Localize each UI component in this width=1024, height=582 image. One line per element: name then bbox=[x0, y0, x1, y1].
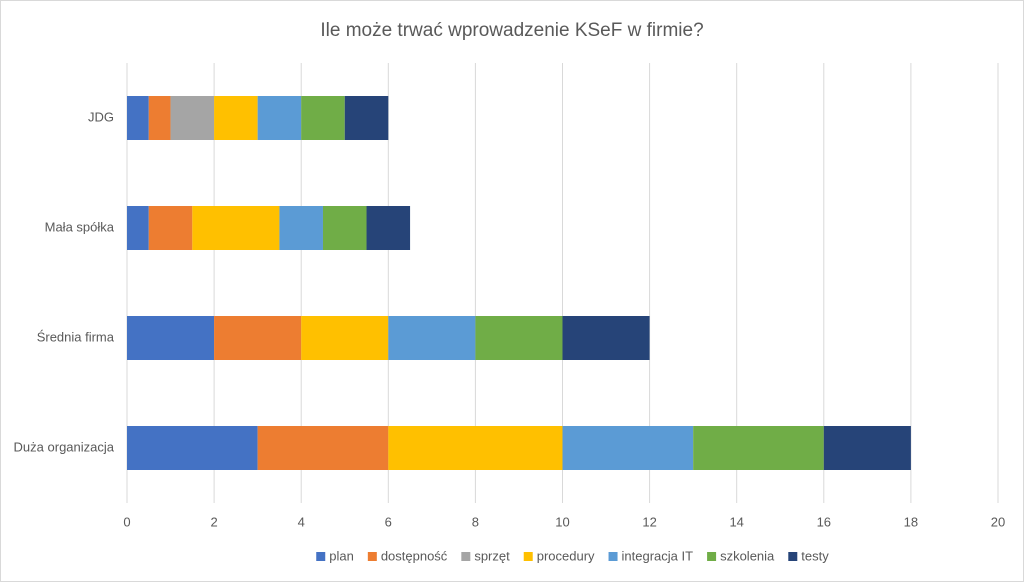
bar-segment bbox=[388, 426, 563, 470]
x-tick-label: 16 bbox=[817, 514, 831, 529]
bar-segment bbox=[301, 96, 345, 140]
bar-segment bbox=[127, 316, 215, 360]
x-tick-label: 8 bbox=[472, 514, 479, 529]
bar-segment bbox=[257, 426, 389, 470]
y-tick-label: Duża organizacja bbox=[14, 439, 115, 454]
bar-segment bbox=[562, 316, 650, 360]
bar-segment bbox=[170, 96, 215, 140]
chart-title: Ile może trwać wprowadzenie KSeF w firmi… bbox=[320, 20, 703, 41]
bar-segment bbox=[148, 96, 171, 140]
x-tick-label: 0 bbox=[123, 514, 130, 529]
bar-segment bbox=[693, 426, 824, 470]
legend-swatch bbox=[461, 552, 471, 561]
x-tick-label: 2 bbox=[210, 514, 217, 529]
x-tick-label: 10 bbox=[555, 514, 569, 529]
bar-segment bbox=[366, 206, 411, 250]
y-tick-label: Mała spółka bbox=[45, 219, 115, 234]
legend-label: szkolenia bbox=[720, 548, 775, 563]
x-tick-label: 14 bbox=[729, 514, 743, 529]
bar-segment bbox=[562, 426, 694, 470]
bar-segment bbox=[127, 206, 149, 250]
legend-label: plan bbox=[329, 548, 354, 563]
legend-swatch bbox=[367, 552, 377, 561]
bar-segment bbox=[823, 426, 911, 470]
bar-segment bbox=[127, 96, 149, 140]
legend-label: integracja IT bbox=[622, 548, 694, 563]
y-tick-label: Średnia firma bbox=[37, 329, 115, 344]
x-tick-label: 20 bbox=[991, 514, 1005, 529]
bar-segment bbox=[344, 96, 389, 140]
bar-segment bbox=[257, 96, 302, 140]
bar-segment bbox=[127, 426, 258, 470]
bar-segment bbox=[301, 316, 389, 360]
bar-segment bbox=[148, 206, 193, 250]
legend-label: testy bbox=[801, 548, 829, 563]
bar-segment bbox=[214, 316, 302, 360]
bar-segment bbox=[475, 316, 563, 360]
legend-swatch bbox=[788, 552, 798, 561]
legend-swatch bbox=[316, 552, 326, 561]
x-tick-label: 4 bbox=[298, 514, 305, 529]
legend-label: sprzęt bbox=[474, 548, 510, 563]
bar-segment bbox=[322, 206, 367, 250]
bar-segment bbox=[388, 316, 476, 360]
legend-label: dostępność bbox=[381, 548, 448, 563]
x-tick-label: 12 bbox=[642, 514, 656, 529]
legend-swatch bbox=[523, 552, 533, 561]
x-tick-label: 6 bbox=[385, 514, 392, 529]
y-tick-label: JDG bbox=[88, 109, 114, 124]
legend-label: procedury bbox=[537, 548, 595, 563]
legend-swatch bbox=[707, 552, 717, 561]
bar-segment bbox=[279, 206, 323, 250]
legend-swatch bbox=[608, 552, 618, 561]
bar-segment bbox=[214, 96, 258, 140]
x-tick-label: 18 bbox=[904, 514, 918, 529]
bar-segment bbox=[192, 206, 280, 250]
